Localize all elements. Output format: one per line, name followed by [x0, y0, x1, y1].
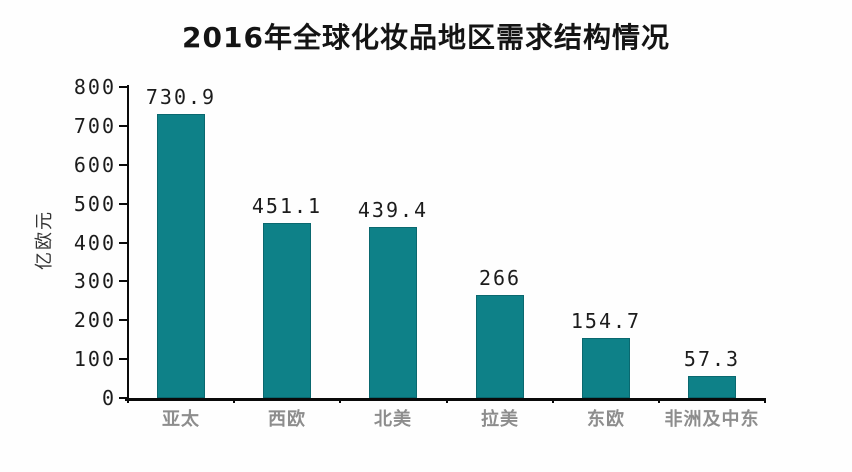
y-axis-tick-label: 100	[73, 347, 116, 372]
bar	[369, 227, 417, 398]
bar	[263, 223, 311, 398]
y-axis-tick	[119, 124, 127, 127]
y-axis-tick	[119, 319, 127, 322]
x-axis-tick	[233, 398, 236, 403]
bar-value-label: 154.7	[570, 309, 642, 333]
y-axis-tick	[119, 397, 127, 399]
y-axis-tick-label: 0	[101, 386, 116, 410]
y-axis-tick	[119, 202, 127, 205]
bar-value-label: 57.3	[683, 347, 741, 371]
y-axis-tick	[119, 280, 127, 283]
y-axis-tick	[119, 241, 127, 244]
category-label: 亚太	[162, 409, 200, 430]
bar	[476, 295, 524, 398]
category-label: 拉美	[481, 409, 519, 430]
y-axis-tick-label: 400	[73, 230, 116, 255]
chart-title: 2016年全球化妆品地区需求结构情况	[182, 21, 670, 54]
y-axis-tick-label: 500	[73, 191, 116, 216]
bar-value-label: 439.4	[357, 198, 429, 222]
x-axis-tick	[764, 398, 766, 403]
category-label: 西欧	[268, 409, 306, 430]
bar	[688, 376, 736, 398]
category-label: 东欧	[587, 409, 625, 430]
y-axis-tick-label: 200	[73, 308, 116, 333]
y-axis-tick	[119, 358, 127, 361]
y-axis-tick-label: 800	[73, 75, 116, 99]
y-axis-tick	[119, 86, 127, 88]
bar	[157, 114, 205, 398]
bar-value-label: 730.9	[145, 85, 217, 109]
bar-value-label: 451.1	[251, 194, 323, 218]
y-axis-line	[127, 85, 129, 401]
y-axis-tick	[119, 163, 127, 166]
y-axis-tick-label: 700	[73, 113, 116, 138]
category-label: 北美	[374, 409, 412, 430]
y-axis-tick-label: 600	[73, 152, 116, 177]
category-label: 非洲及中东	[664, 409, 760, 430]
bar	[582, 338, 630, 398]
x-axis-tick	[127, 398, 129, 403]
y-axis-tick-label: 300	[73, 269, 116, 294]
x-axis-tick	[339, 398, 342, 403]
x-axis-tick	[657, 398, 660, 403]
x-axis-tick	[445, 398, 448, 403]
x-axis-tick	[551, 398, 554, 403]
bar-value-label: 266	[478, 266, 522, 290]
